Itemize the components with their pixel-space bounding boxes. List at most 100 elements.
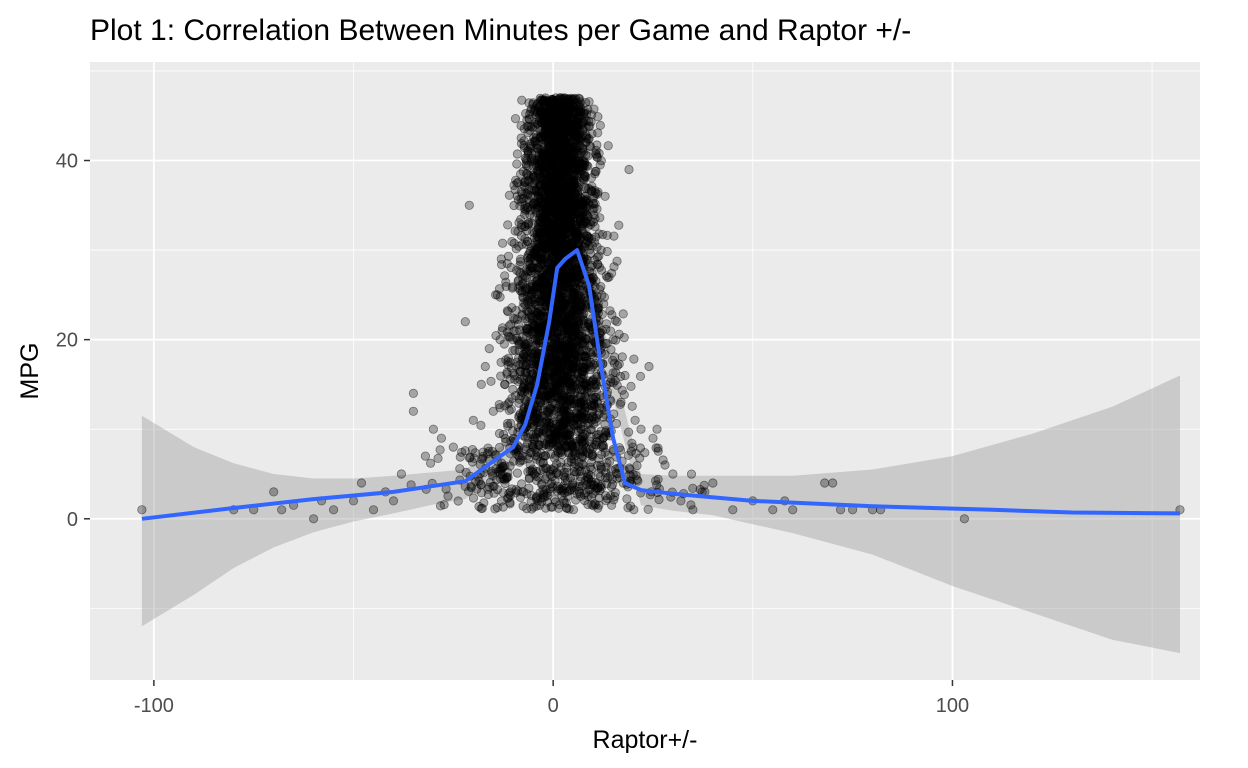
data-point (368, 505, 379, 515)
data-point (635, 453, 645, 463)
data-point (512, 178, 522, 188)
data-point (589, 104, 599, 114)
data-point (594, 500, 604, 510)
data-point (568, 373, 578, 384)
data-point (579, 346, 589, 356)
data-point (556, 340, 566, 350)
data-point (546, 388, 556, 398)
data-point (557, 249, 568, 259)
data-point (550, 366, 561, 377)
data-point (578, 213, 588, 223)
data-point (568, 478, 578, 489)
data-point (564, 154, 574, 164)
data-point (583, 231, 593, 242)
data-point (580, 402, 590, 412)
data-point (556, 142, 566, 152)
data-point (520, 153, 530, 163)
data-point (537, 290, 547, 301)
data-point (567, 225, 577, 235)
data-point (578, 413, 588, 423)
data-point (577, 302, 587, 312)
data-point (553, 142, 563, 152)
data-point (548, 137, 558, 147)
data-point (555, 306, 565, 316)
data-point (554, 149, 565, 159)
data-point (484, 343, 494, 354)
data-point (546, 392, 556, 403)
data-point (526, 353, 537, 363)
data-point (541, 180, 551, 190)
data-point (548, 110, 559, 120)
data-point (544, 188, 554, 198)
data-point (557, 483, 567, 493)
data-point (575, 397, 585, 408)
data-point (548, 155, 558, 165)
data-point (563, 324, 574, 335)
data-point (586, 349, 597, 360)
data-point (577, 451, 588, 461)
data-point (596, 245, 606, 255)
data-point (471, 476, 481, 486)
data-point (565, 144, 576, 154)
data-point (533, 192, 544, 202)
data-point (396, 469, 406, 479)
data-point (515, 456, 526, 466)
data-point (563, 325, 574, 335)
data-point (561, 414, 571, 425)
data-point (539, 147, 549, 157)
data-point (555, 385, 566, 395)
data-point (547, 398, 558, 408)
data-point (617, 352, 627, 362)
data-point (668, 469, 678, 479)
data-point (595, 435, 605, 445)
data-point (569, 466, 579, 477)
data-point (788, 505, 798, 515)
data-point (605, 306, 615, 316)
data-point (523, 432, 533, 442)
data-point (540, 103, 550, 113)
data-point (495, 335, 505, 345)
data-point (597, 230, 608, 240)
data-point (433, 453, 443, 463)
data-point (547, 130, 558, 140)
data-point (532, 226, 542, 236)
data-point (537, 307, 548, 318)
data-point (573, 119, 583, 129)
data-point (566, 367, 576, 377)
data-point (531, 130, 542, 140)
data-point (568, 361, 578, 372)
data-point (559, 146, 570, 156)
data-point (544, 389, 555, 400)
data-point (550, 132, 560, 142)
data-point (555, 150, 565, 160)
data-point (532, 313, 542, 323)
data-point (629, 354, 639, 364)
data-point (521, 323, 531, 333)
data-point (483, 484, 493, 494)
data-point (534, 113, 544, 123)
data-point (520, 201, 530, 211)
data-point (548, 185, 558, 195)
data-point (550, 123, 560, 133)
data-point (562, 342, 572, 352)
data-point (546, 216, 556, 226)
data-point (498, 461, 508, 471)
data-point (553, 203, 563, 214)
data-point (507, 283, 517, 293)
data-point (561, 350, 571, 360)
data-point (564, 486, 575, 496)
data-point (508, 345, 518, 356)
data-point (557, 244, 567, 254)
data-point (959, 514, 970, 524)
data-point (552, 192, 562, 202)
data-point (534, 428, 544, 438)
data-point (568, 363, 578, 373)
data-point (546, 235, 556, 245)
data-point (561, 200, 571, 210)
data-point (572, 135, 582, 145)
data-point (614, 220, 624, 230)
data-point (523, 175, 533, 185)
data-point (500, 271, 510, 281)
data-point (568, 157, 578, 168)
data-point (543, 201, 553, 212)
